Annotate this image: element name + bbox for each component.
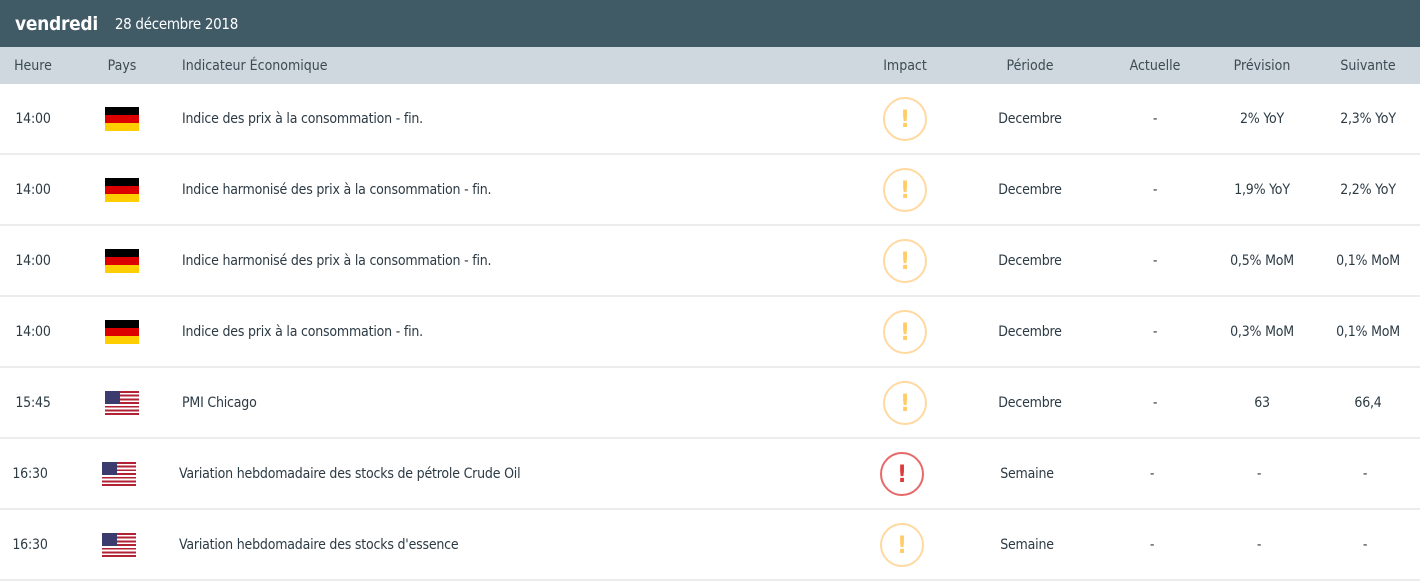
event-time: 14:00 <box>15 181 51 198</box>
event-time: 16:30 <box>12 465 48 482</box>
table-row[interactable]: 14:00 Indice harmonisé des prix à la con… <box>0 226 1420 297</box>
col-next: Suivante <box>1340 57 1396 74</box>
event-period: Decembre <box>998 323 1062 340</box>
impact-high-icon: ! <box>880 451 924 496</box>
col-country: Pays <box>107 57 137 74</box>
impact-medium-icon: ! <box>883 380 927 425</box>
event-next: - <box>1362 536 1368 553</box>
impact-medium-icon: ! <box>883 167 927 212</box>
event-next: 66,4 <box>1354 394 1382 411</box>
col-period: Période <box>1006 57 1054 74</box>
event-next: 0,1% MoM <box>1336 323 1400 340</box>
flag-de-icon <box>105 177 139 202</box>
flag-us-icon <box>102 461 136 486</box>
event-actual: - <box>1149 465 1155 482</box>
col-time: Heure <box>14 57 52 74</box>
impact-medium-icon: ! <box>883 96 927 141</box>
event-time: 14:00 <box>15 110 51 127</box>
event-indicator[interactable]: Indice des prix à la consommation - fin. <box>182 110 423 127</box>
event-indicator[interactable]: Variation hebdomadaire des stocks de pét… <box>179 465 521 482</box>
event-time: 14:00 <box>15 323 51 340</box>
event-forecast: 0,5% MoM <box>1230 252 1294 269</box>
event-period: Semaine <box>1000 536 1054 553</box>
event-actual: - <box>1152 252 1158 269</box>
event-forecast: 2% YoY <box>1239 110 1285 127</box>
flag-de-icon <box>105 248 139 273</box>
event-next: 2,3% YoY <box>1340 110 1396 127</box>
flag-us-icon <box>102 532 136 557</box>
col-indicator: Indicateur Économique <box>182 57 328 74</box>
event-indicator[interactable]: Variation hebdomadaire des stocks d'esse… <box>179 536 459 553</box>
event-forecast: - <box>1256 536 1262 553</box>
event-actual: - <box>1152 394 1158 411</box>
event-period: Decembre <box>998 110 1062 127</box>
event-indicator[interactable]: Indice harmonisé des prix à la consommat… <box>182 252 492 269</box>
event-next: 2,2% YoY <box>1340 181 1396 198</box>
flag-de-icon <box>105 319 139 344</box>
event-time: 14:00 <box>15 252 51 269</box>
event-indicator[interactable]: Indice harmonisé des prix à la consommat… <box>182 181 492 198</box>
event-forecast: - <box>1256 465 1262 482</box>
event-actual: - <box>1152 110 1158 127</box>
flag-de-icon <box>105 106 139 131</box>
event-next: - <box>1362 465 1368 482</box>
impact-medium-icon: ! <box>883 238 927 283</box>
col-impact: Impact <box>883 57 927 74</box>
impact-medium-icon: ! <box>883 309 927 354</box>
flag-us-icon <box>105 390 139 415</box>
event-period: Semaine <box>1000 465 1054 482</box>
impact-medium-icon: ! <box>880 522 924 567</box>
column-headers: Heure Pays Indicateur Économique Impact … <box>0 47 1420 84</box>
event-forecast: 63 <box>1254 394 1270 411</box>
event-actual: - <box>1152 323 1158 340</box>
day-label: vendredi <box>15 12 98 35</box>
table-row[interactable]: 14:00 Indice des prix à la consommation … <box>0 297 1420 368</box>
event-forecast: 1,9% YoY <box>1234 181 1290 198</box>
date-label: 28 décembre 2018 <box>114 14 238 33</box>
col-actual: Actuelle <box>1129 57 1181 74</box>
event-period: Decembre <box>998 252 1062 269</box>
table-row[interactable]: 15:45 PMI Chicago ! Decembre - 63 66,4 <box>0 368 1420 439</box>
table-row[interactable]: 14:00 Indice harmonisé des prix à la con… <box>0 155 1420 226</box>
table-row[interactable]: 16:30 Variation hebdomadaire des stocks … <box>0 439 1420 510</box>
event-forecast: 0,3% MoM <box>1230 323 1294 340</box>
event-next: 0,1% MoM <box>1336 252 1400 269</box>
event-actual: - <box>1152 181 1158 198</box>
table-row[interactable]: 14:00 Indice des prix à la consommation … <box>0 84 1420 155</box>
col-forecast: Prévision <box>1233 57 1291 74</box>
event-indicator[interactable]: PMI Chicago <box>182 394 257 411</box>
event-time: 16:30 <box>12 536 48 553</box>
event-actual: - <box>1149 536 1155 553</box>
date-header: vendredi 28 décembre 2018 <box>0 0 1420 47</box>
event-time: 15:45 <box>15 394 51 411</box>
event-period: Decembre <box>998 394 1062 411</box>
event-period: Decembre <box>998 181 1062 198</box>
table-row[interactable]: 16:30 Variation hebdomadaire des stocks … <box>0 510 1420 581</box>
event-indicator[interactable]: Indice des prix à la consommation - fin. <box>182 323 423 340</box>
events-table: 14:00 Indice des prix à la consommation … <box>0 84 1420 581</box>
